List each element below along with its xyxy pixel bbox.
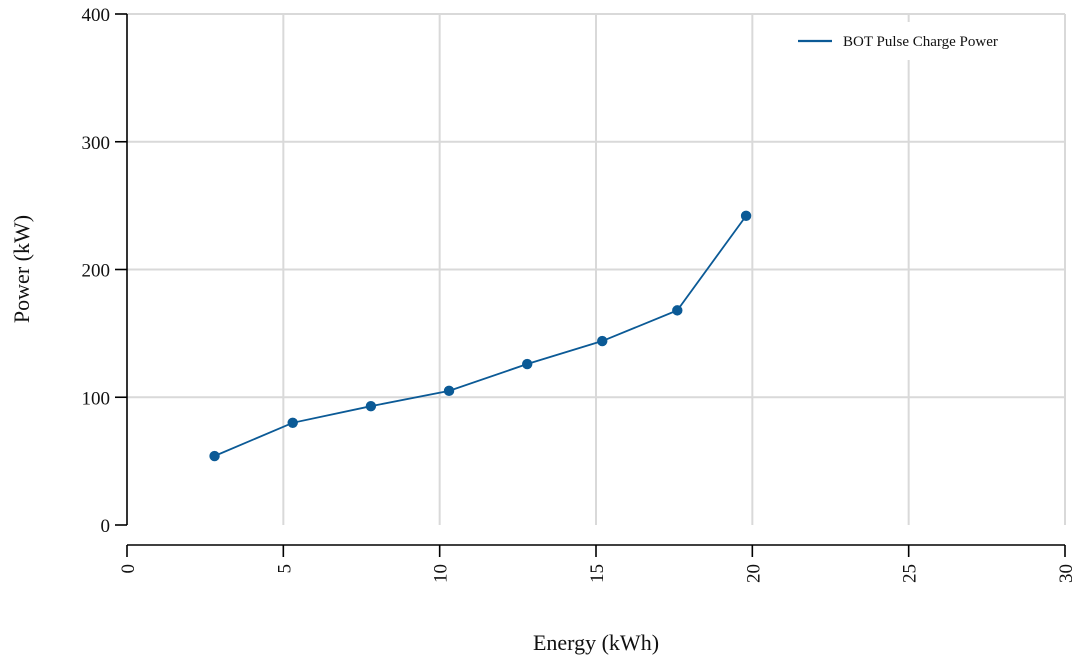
data-point-0-1 [287,417,298,428]
y-tick-label-2: 200 [82,261,111,282]
legend: BOT Pulse Charge Power [785,22,1040,60]
x-tick-label-4: 20 [743,564,764,583]
x-tick-label-1: 5 [274,564,295,574]
y-tick-label-1: 100 [82,388,111,409]
y-tick-label-4: 400 [82,5,111,26]
x-axis-title: Energy (kWh) [533,630,659,655]
data-point-0-3 [443,385,455,397]
x-tick-label-3: 15 [587,564,608,583]
series-layer [209,210,752,462]
tick-labels: 0 100 200 300 400 0 5 10 15 20 25 30 [82,5,1075,583]
legend-label: BOT Pulse Charge Power [843,34,998,50]
axes [115,13,1066,557]
data-point-0-0 [209,450,220,462]
grid [127,13,1066,525]
x-tick-label-2: 10 [431,564,452,583]
data-point-0-7 [740,210,752,222]
data-point-0-6 [672,305,683,316]
x-tick-label-6: 30 [1056,564,1075,583]
data-point-0-5 [597,335,608,347]
data-point-0-4 [522,358,533,370]
y-tick-label-0: 0 [101,516,111,537]
y-axis-title: Power (kW) [9,215,34,323]
x-tick-label-0: 0 [118,564,139,574]
data-point-0-2 [365,400,377,412]
series-line-0 [214,215,747,457]
y-tick-label-3: 300 [82,133,111,154]
x-tick-label-5: 25 [900,564,921,583]
